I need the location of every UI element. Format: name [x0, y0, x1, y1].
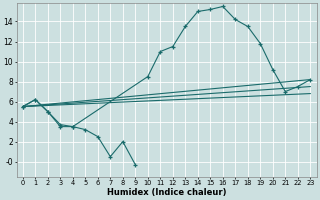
- X-axis label: Humidex (Indice chaleur): Humidex (Indice chaleur): [107, 188, 226, 197]
